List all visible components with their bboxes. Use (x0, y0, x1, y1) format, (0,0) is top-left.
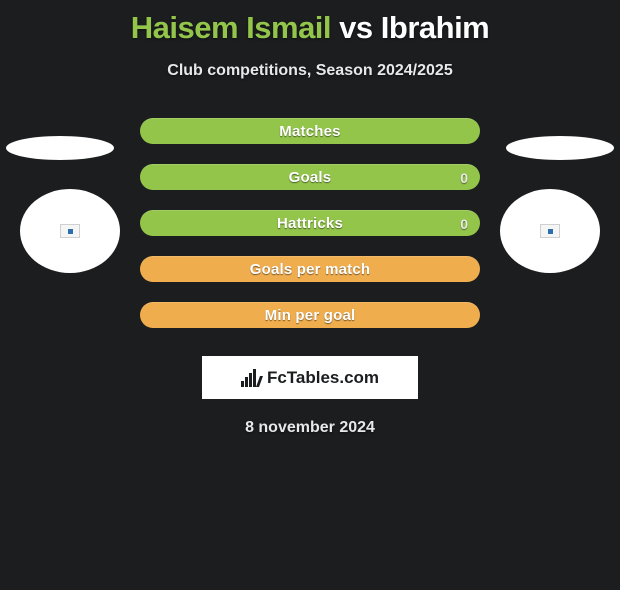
stat-bar: Goals 0 (140, 164, 480, 190)
logo-bars-icon (241, 369, 263, 387)
date-text: 8 november 2024 (0, 419, 620, 437)
stat-bar: Min per goal (140, 302, 480, 328)
comparison-title: Haisem Ismail vs Ibrahim (0, 10, 620, 46)
stat-bar-label: Min per goal (265, 307, 356, 324)
player2-jersey-oval (506, 136, 614, 160)
player1-name: Haisem Ismail (131, 10, 331, 45)
stat-bar-label: Goals (289, 169, 332, 186)
player1-flag-icon (60, 224, 80, 238)
stat-bar: Hattricks 0 (140, 210, 480, 236)
stat-bar: Goals per match (140, 256, 480, 282)
player2-flag-icon (540, 224, 560, 238)
stat-bar-label: Hattricks (277, 215, 343, 232)
stat-bar-label: Matches (279, 123, 340, 140)
stat-bar: Matches (140, 118, 480, 144)
vs-text: vs (339, 10, 372, 45)
stat-bar-label: Goals per match (250, 261, 371, 278)
stat-bar-value-right: 0 (460, 170, 468, 186)
logo-text: FcTables.com (267, 368, 379, 388)
subtitle: Club competitions, Season 2024/2025 (0, 62, 620, 80)
player1-avatar (20, 189, 120, 273)
stat-bar-value-right: 0 (460, 216, 468, 232)
player2-avatar (500, 189, 600, 273)
fctables-logo: FcTables.com (202, 356, 418, 399)
player1-jersey-oval (6, 136, 114, 160)
player2-name: Ibrahim (381, 10, 489, 45)
